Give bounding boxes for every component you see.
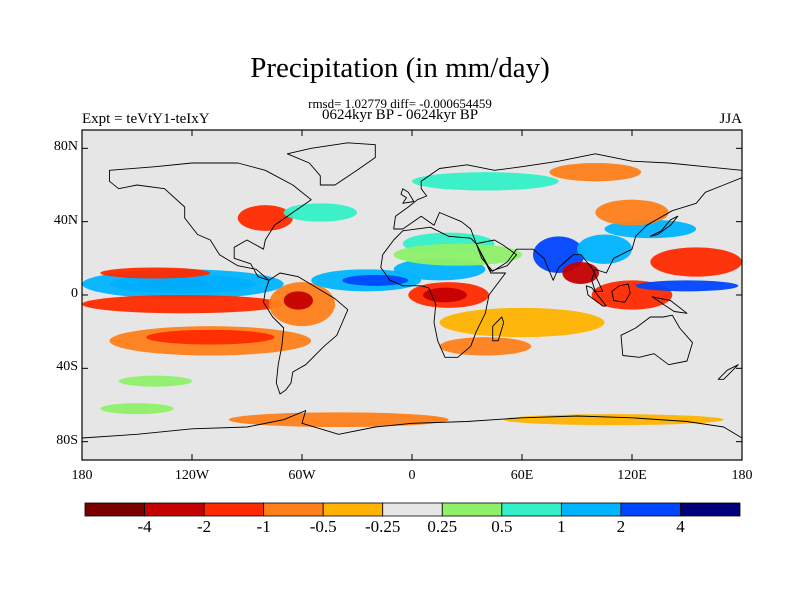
anomaly-south-pacific-dry-inner [146, 329, 275, 345]
y-tick-label: 40S [56, 359, 78, 375]
coastline-borneo [611, 283, 631, 303]
coastline-north-america [109, 162, 312, 281]
anomaly-indian-ocean-dry [439, 307, 605, 338]
colorbar-label: 2 [616, 517, 626, 536]
anomaly-siberia-wet [412, 172, 559, 191]
anomaly-pacific-itcz-south-dry [82, 295, 284, 314]
anomaly-north-america-dry [237, 205, 293, 231]
colorbar-swatch [501, 502, 562, 517]
coastline-new-zealand [717, 364, 739, 380]
anomaly-africa-dry-core [423, 287, 467, 303]
anomaly-arctic-dry [549, 163, 642, 182]
chart-title: Precipitation (in mm/day) [250, 52, 550, 84]
colorbar-swatch [560, 502, 622, 517]
colorbar [84, 502, 741, 517]
coastline-japan [649, 215, 679, 237]
coastline-greenland [286, 142, 376, 186]
colorbar-label: -0.5 [309, 517, 337, 536]
anomaly-south-pacific-wet [118, 375, 192, 387]
colorbar-swatch [203, 502, 265, 517]
axis-ticks [81, 130, 743, 460]
colorbar-swatch [680, 502, 741, 517]
colorbar-swatch [263, 502, 324, 517]
anomaly-pacific-north-dry [100, 267, 211, 279]
coastline-sumatra [585, 285, 607, 307]
y-tick-label: 0 [71, 286, 78, 301]
anomaly-atlantic-itcz-core [342, 274, 409, 286]
y-tick-label: 40N [53, 212, 78, 228]
coastline-madagascar [492, 316, 505, 342]
colorbar-label: -1 [256, 517, 271, 536]
colorbar-label: 0.25 [427, 517, 458, 536]
x-tick-label: 60E [510, 468, 534, 483]
coastline-arabia [475, 239, 517, 272]
x-tick-label: 0 [408, 468, 416, 483]
anomaly-southern-ocean-dry [228, 412, 449, 427]
anomaly-southern-ocean-dry-east [503, 414, 724, 426]
anomaly-east-asia-dry [595, 199, 669, 226]
season-label: JJA [719, 111, 742, 127]
colorbar-label: -4 [137, 517, 152, 536]
anomaly-west-pacific-wet [635, 280, 739, 292]
anomaly-bay-of-bengal-dry [562, 262, 600, 284]
colorbar-swatch [322, 502, 384, 517]
coastline-new-guinea [651, 296, 688, 314]
colorbar-label: -0.25 [365, 517, 401, 536]
experiment-label: Expt = teVtY1-teIxY [82, 111, 210, 127]
anomaly-antarctic-wet [100, 403, 174, 415]
anomaly-south-indian-dry [439, 337, 532, 356]
x-tick-label: 120W [174, 468, 210, 483]
y-tick-label: 80N [53, 139, 78, 155]
anomaly-sahara-wet-light [393, 243, 522, 266]
anomaly-amazon-dry-core [283, 291, 314, 310]
subtitle-period: 0624kyr BP - 0624kyr BP [321, 107, 479, 123]
coastline-africa [380, 226, 506, 358]
coastline-eurasia [393, 153, 742, 292]
colorbar-swatch [620, 502, 681, 517]
x-tick-label: 180 [71, 468, 93, 483]
colorbar-label: 1 [557, 517, 566, 536]
colorbar-label: 4 [676, 517, 685, 536]
coastline-layer [82, 142, 742, 460]
coastline-uk [400, 188, 415, 204]
x-tick-label: 60W [288, 468, 316, 483]
coastline-antarctica [82, 410, 742, 460]
colorbar-swatch [84, 502, 145, 517]
coastline-australia [620, 314, 693, 366]
subtitle-stats: rmsd= 1.02779 diff= -0.000654459 [308, 96, 492, 111]
coastline-south-america [263, 272, 349, 395]
x-tick-label: 120E [617, 468, 647, 483]
colorbar-swatch [144, 502, 205, 517]
colorbar-label: 0.5 [491, 517, 513, 536]
colorbar-swatch [382, 502, 443, 517]
y-tick-label: 80S [56, 432, 78, 448]
colorbar-label: -2 [196, 517, 212, 536]
anomaly-north-atlantic-wet [283, 203, 358, 222]
anomaly-layer [82, 163, 742, 427]
colorbar-swatch [441, 502, 503, 517]
anomaly-west-pacific-dry [650, 247, 742, 277]
x-tick-label: 180 [731, 468, 753, 483]
